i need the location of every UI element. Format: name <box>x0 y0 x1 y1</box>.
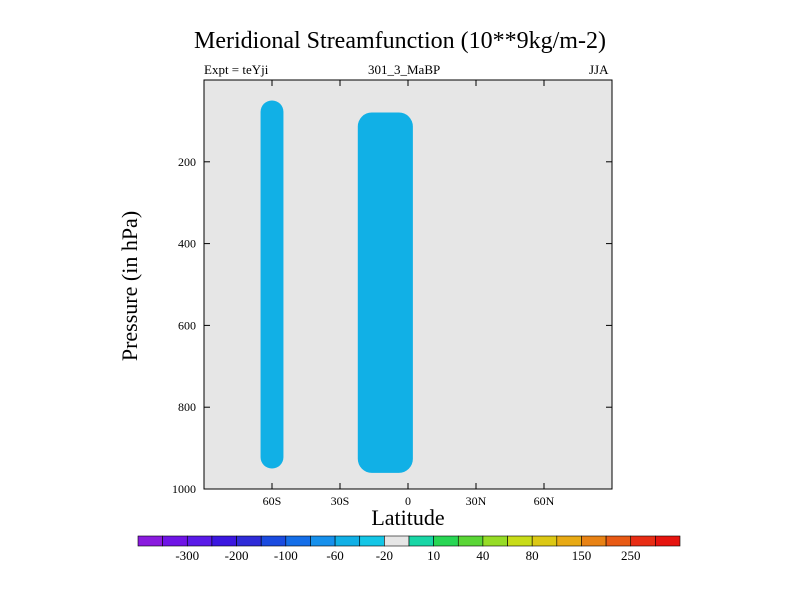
colorbar-swatch <box>137 535 163 547</box>
colorbar-swatch <box>581 535 607 547</box>
y-tick-label: 800 <box>178 400 196 414</box>
y-tick-label: 400 <box>178 237 196 251</box>
colorbar-swatch <box>433 535 459 547</box>
field-contour <box>222 119 245 450</box>
x-tick-label: 30S <box>331 494 350 508</box>
colorbar-swatch <box>334 535 361 547</box>
colorbar-label: 10 <box>427 548 440 563</box>
field-1 <box>260 100 284 469</box>
chart-title: Meridional Streamfunction (10**9kg/m-2) <box>194 28 606 54</box>
field-contour <box>442 139 474 462</box>
field-contour <box>260 100 284 469</box>
run-label: 301_3_MaBP <box>368 62 441 77</box>
colorbar-label: -100 <box>274 548 298 563</box>
colorbar-label: -60 <box>326 548 343 563</box>
colorbar-label: -20 <box>376 548 393 563</box>
colorbar-label: 250 <box>621 548 641 563</box>
colorbar-label: -200 <box>225 548 249 563</box>
colorbar-swatch <box>285 535 311 547</box>
colorbar-swatch <box>556 535 582 547</box>
colorbar-swatch <box>384 535 410 547</box>
x-tick-label: 60S <box>263 494 282 508</box>
colorbar-swatch <box>408 535 434 547</box>
colorbar-swatch <box>186 535 213 547</box>
colorbar-label: -300 <box>175 548 199 563</box>
field-contour <box>288 140 328 470</box>
field-5 <box>488 104 532 465</box>
field-contour <box>488 104 532 465</box>
field-3 <box>222 119 245 450</box>
field-4 <box>442 139 474 462</box>
colorbar-swatch <box>482 535 508 547</box>
experiment-label: Expt = teYji <box>204 62 269 77</box>
colorbar-swatch <box>260 535 287 547</box>
field-contour <box>357 112 413 473</box>
colorbar-label: 150 <box>572 548 592 563</box>
field-2 <box>288 140 328 470</box>
colorbar-swatch <box>531 535 558 547</box>
y-tick-label: 1000 <box>172 482 196 496</box>
colorbar-swatch <box>310 535 336 547</box>
colorbar-swatch <box>162 535 188 547</box>
season-label: JJA <box>589 62 609 77</box>
colorbar-swatch <box>630 535 656 547</box>
colorbar-swatch <box>236 535 262 547</box>
y-axis-label: Pressure (in hPa) <box>117 210 142 362</box>
y-tick-label: 600 <box>178 318 196 332</box>
colorbar-swatch <box>655 535 681 547</box>
x-tick-label: 0 <box>405 494 411 508</box>
x-tick-label: 60N <box>534 494 555 508</box>
x-tick-label: 30N <box>466 494 487 508</box>
colorbar-swatch <box>605 535 632 547</box>
colorbar-swatch <box>359 535 385 547</box>
colorbar-swatch <box>507 535 533 547</box>
x-axis-label: Latitude <box>371 505 445 530</box>
colorbar-label: 40 <box>476 548 489 563</box>
field-0 <box>357 112 413 473</box>
colorbar-swatch <box>211 535 237 547</box>
colorbar-swatch <box>457 535 484 547</box>
y-tick-label: 200 <box>178 155 196 169</box>
colorbar-label: 80 <box>526 548 539 563</box>
